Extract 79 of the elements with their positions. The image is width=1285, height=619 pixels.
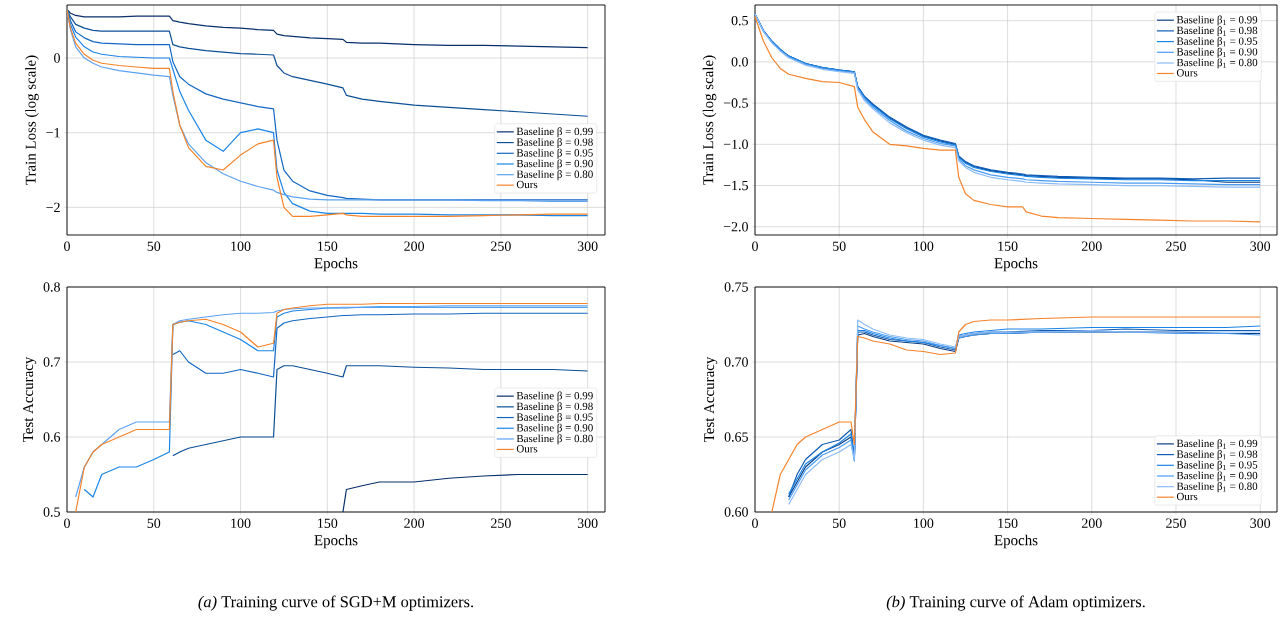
legend-label: Baseline β = 0.95 bbox=[516, 412, 593, 423]
x-tick-label: 150 bbox=[998, 241, 1018, 251]
x-axis-title: Epochs bbox=[314, 534, 358, 549]
x-axis-title: Epochs bbox=[994, 534, 1038, 549]
y-tick-label: −1 bbox=[46, 128, 60, 138]
x-axis-title: Epochs bbox=[994, 257, 1038, 272]
x-tick-label: 0 bbox=[752, 518, 758, 528]
x-tick-label: 50 bbox=[147, 518, 161, 528]
y-axis-title: Train Loss (log scale) bbox=[25, 55, 39, 185]
y-tick-label: 0.8 bbox=[43, 282, 60, 292]
legend-label: Baseline β$_{1}$ = 0.99 bbox=[1176, 15, 1258, 26]
legend-label: Baseline β = 0.90 bbox=[516, 159, 593, 170]
y-axis-title: Test Accuracy bbox=[704, 356, 718, 443]
legend-label: Baseline β$_{1}$ = 0.99 bbox=[1176, 439, 1258, 450]
legend-label: Baseline β$_{1}$ = 0.80 bbox=[1176, 58, 1258, 69]
x-tick-label: 250 bbox=[491, 518, 511, 528]
y-tick-label: −0.5 bbox=[723, 98, 748, 108]
y-tick-label: 0.70 bbox=[724, 357, 748, 367]
x-tick-label: 250 bbox=[1166, 241, 1186, 251]
y-tick-label: −1.5 bbox=[723, 180, 748, 191]
y-tick-label: 0.7 bbox=[43, 357, 61, 367]
x-tick-label: 150 bbox=[318, 518, 338, 528]
x-tick-label: 0 bbox=[752, 241, 758, 251]
text: (b) Training curve of Adam optimizers. bbox=[886, 595, 1145, 611]
x-tick-label: 250 bbox=[1166, 518, 1186, 528]
x-tick-label: 250 bbox=[491, 241, 511, 251]
y-axis-title: Train Loss (log scale) bbox=[702, 55, 717, 185]
legend-label: Baseline β = 0.80 bbox=[516, 434, 593, 445]
legend-label: Baseline β = 0.98 bbox=[516, 137, 593, 149]
x-tick-label: 300 bbox=[1250, 241, 1271, 251]
x-tick-label: 100 bbox=[914, 518, 934, 528]
legend-label: Ours bbox=[1176, 492, 1198, 501]
legend-label: Baseline β$_{1}$ = 0.95 bbox=[1176, 460, 1258, 471]
y-tick-label: −2 bbox=[46, 202, 60, 212]
legend-label: Baseline β = 0.99 bbox=[516, 127, 593, 138]
x-tick-label: 50 bbox=[833, 241, 846, 251]
legend-label: Baseline β$_{1}$ = 0.90 bbox=[1176, 47, 1258, 58]
x-tick-label: 100 bbox=[231, 241, 251, 251]
x-tick-label: 50 bbox=[147, 241, 161, 251]
x-tick-label: 150 bbox=[998, 518, 1018, 528]
y-tick-label: 0.60 bbox=[724, 507, 748, 517]
legend-label: Baseline β = 0.98 bbox=[516, 402, 593, 413]
y-tick-label: 0.6 bbox=[43, 432, 61, 442]
x-tick-label: 100 bbox=[231, 518, 251, 528]
y-tick-label: 0.65 bbox=[724, 432, 748, 442]
x-tick-label: 0 bbox=[64, 518, 70, 528]
x-tick-label: 100 bbox=[914, 241, 934, 251]
y-tick-label: −1.0 bbox=[723, 139, 748, 150]
legend-label: Ours bbox=[1176, 69, 1198, 77]
legend-label: Ours bbox=[516, 445, 538, 453]
legend-label: Baseline β = 0.90 bbox=[516, 423, 593, 434]
x-tick-label: 200 bbox=[1081, 241, 1102, 251]
x-tick-label: 50 bbox=[833, 518, 846, 528]
legend-label: Baseline β = 0.80 bbox=[516, 170, 593, 181]
legend-label: Ours bbox=[516, 180, 538, 189]
x-axis-title: Epochs bbox=[314, 257, 358, 272]
x-tick-label: 200 bbox=[1081, 518, 1102, 528]
x-tick-label: 200 bbox=[404, 241, 425, 251]
legend-label: Baseline β = 0.99 bbox=[516, 391, 593, 402]
y-tick-label: 0.75 bbox=[724, 282, 748, 292]
legend-label: Baseline β$_{1}$ = 0.98 bbox=[1176, 26, 1258, 37]
legend-label: Baseline β$_{1}$ = 0.95 bbox=[1176, 36, 1258, 48]
legend-label: Baseline β$_{1}$ = 0.98 bbox=[1176, 449, 1258, 461]
x-tick-label: 0 bbox=[64, 241, 70, 251]
x-tick-label: 300 bbox=[1250, 518, 1271, 528]
legend-label: Baseline β = 0.95 bbox=[516, 148, 593, 159]
y-tick-label: 0 bbox=[54, 53, 60, 63]
x-tick-label: 150 bbox=[318, 241, 338, 251]
text: (a) Training curve of SGD+M optimizers. bbox=[198, 595, 474, 611]
legend-label: Baseline β$_{1}$ = 0.80 bbox=[1176, 482, 1258, 493]
y-tick-label: 0.5 bbox=[43, 507, 60, 517]
x-tick-label: 300 bbox=[577, 518, 598, 528]
y-tick-label: 0.0 bbox=[731, 57, 748, 67]
x-tick-label: 200 bbox=[404, 518, 425, 528]
y-tick-label: −2.0 bbox=[723, 222, 748, 232]
y-axis-title: Test Accuracy bbox=[23, 356, 37, 443]
y-tick-label: 0.5 bbox=[731, 15, 748, 26]
legend-label: Baseline β$_{1}$ = 0.90 bbox=[1176, 471, 1258, 482]
x-tick-label: 300 bbox=[577, 241, 598, 251]
